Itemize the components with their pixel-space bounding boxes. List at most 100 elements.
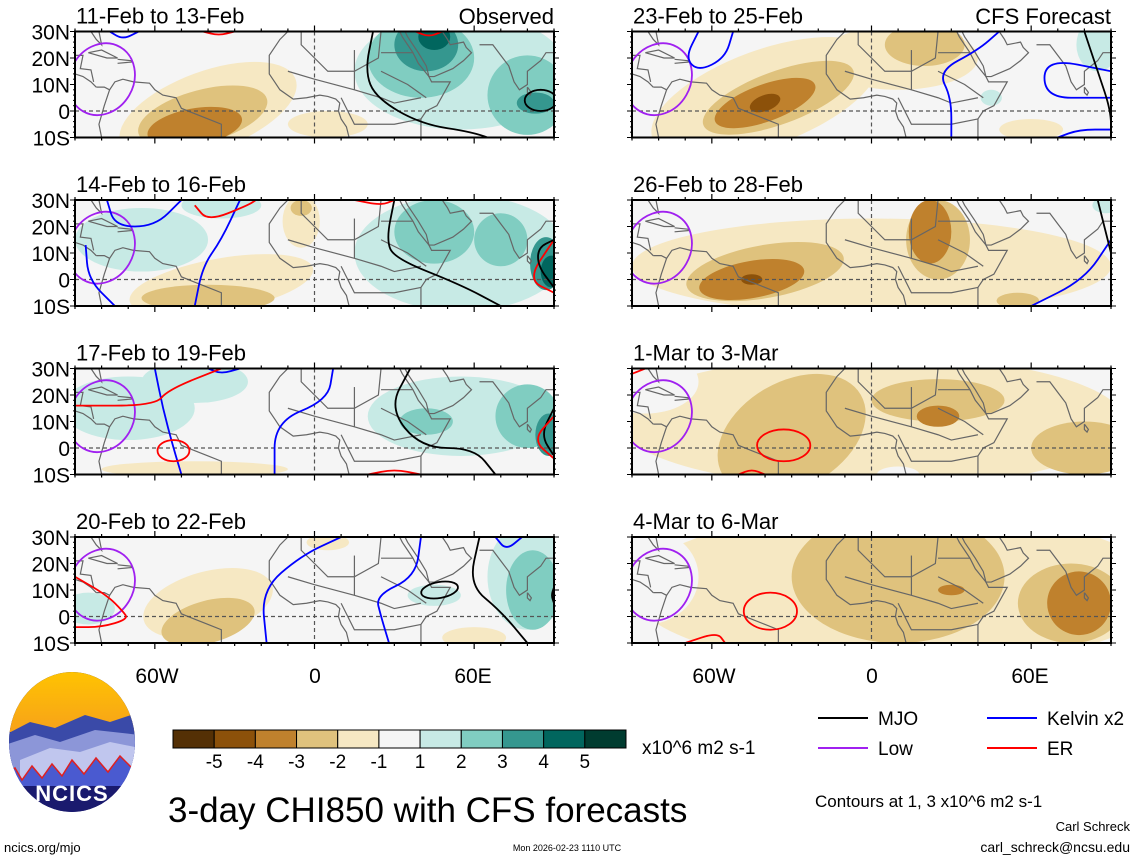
lat-label: 0 bbox=[58, 101, 70, 124]
coastline bbox=[526, 86, 533, 97]
colorbar-tick-label: -2 bbox=[329, 752, 346, 773]
kelvin-contour bbox=[262, 537, 342, 643]
coastline bbox=[300, 368, 382, 409]
coastline bbox=[956, 368, 1009, 475]
coastline bbox=[961, 368, 1030, 415]
anomaly-shading bbox=[999, 118, 1064, 138]
low-contour bbox=[75, 379, 136, 453]
coastline bbox=[88, 49, 118, 59]
lon-axis-labels-left: 60W 0 60E bbox=[135, 665, 491, 688]
coastline bbox=[632, 368, 660, 384]
anomaly-shading bbox=[407, 584, 461, 606]
coastline bbox=[897, 97, 979, 125]
coastline bbox=[340, 265, 422, 294]
coastline bbox=[287, 407, 422, 441]
panel-title: 14-Feb to 16-Feb bbox=[76, 172, 246, 197]
colorbar-tick-label: 3 bbox=[497, 752, 508, 773]
coastline bbox=[268, 200, 350, 306]
legend-label: Kelvin x2 bbox=[1047, 709, 1124, 730]
coastline bbox=[653, 247, 779, 306]
author: Carl Schreck bbox=[1056, 819, 1131, 834]
coastline bbox=[937, 70, 984, 99]
coastline bbox=[75, 73, 97, 88]
kelvin-contour bbox=[377, 537, 422, 643]
coastline bbox=[479, 381, 554, 428]
lon-label: 60W bbox=[692, 665, 735, 688]
mjo-contour bbox=[543, 407, 554, 457]
anomaly-shading bbox=[871, 379, 1005, 422]
anomaly-shading bbox=[399, 408, 453, 435]
lat-label: 30N bbox=[31, 22, 70, 45]
lat-label: 10S bbox=[33, 128, 70, 151]
timestamp: Mon 2026-02-23 1110 UTC bbox=[513, 843, 622, 853]
coastline bbox=[825, 368, 907, 475]
legend-label: Low bbox=[878, 739, 913, 760]
legend-label: ER bbox=[1047, 739, 1073, 760]
er-contour bbox=[202, 31, 235, 36]
map-panel: 11-Feb to 13-Feb 30N 20N 10N 0 10S bbox=[31, 4, 559, 151]
coastline bbox=[632, 410, 654, 425]
ncics-logo: NCICS bbox=[9, 672, 135, 812]
colorbar-swatch bbox=[213, 729, 256, 749]
coastline bbox=[96, 247, 222, 306]
lat-label: 20N bbox=[31, 217, 70, 240]
anomaly-shading bbox=[717, 373, 866, 475]
anomaly-shading bbox=[487, 55, 554, 135]
colorbar-tick-label: -5 bbox=[206, 752, 223, 773]
mjo-contour bbox=[420, 580, 459, 600]
panel-title: 4-Mar to 6-Mar bbox=[633, 509, 778, 534]
coastline bbox=[961, 31, 1030, 78]
colorbar-tick-label: 2 bbox=[456, 752, 467, 773]
coastline bbox=[1083, 86, 1090, 97]
mjo-contour bbox=[387, 200, 502, 306]
coastline bbox=[1036, 44, 1111, 91]
kelvin-contour bbox=[687, 31, 734, 69]
coastline bbox=[897, 434, 979, 462]
mjo-contour bbox=[523, 88, 554, 112]
coastline bbox=[632, 537, 660, 553]
site-link[interactable]: ncics.org/mjo bbox=[4, 840, 81, 855]
coastline bbox=[857, 537, 939, 578]
coastline bbox=[380, 576, 427, 604]
lat-label: 30N bbox=[31, 190, 70, 213]
map-panel: 1-Mar to 3-Mar bbox=[627, 341, 1116, 481]
coastline bbox=[961, 200, 1030, 246]
kelvin-contour bbox=[153, 368, 183, 475]
anomaly-shading bbox=[1047, 571, 1111, 636]
anomaly-shading bbox=[938, 584, 965, 596]
coastline bbox=[287, 70, 422, 104]
coastline bbox=[399, 200, 452, 306]
lat-label: 20N bbox=[31, 48, 70, 71]
coastline bbox=[75, 200, 103, 216]
mjo-contour bbox=[394, 368, 497, 475]
anomaly-shading bbox=[1031, 421, 1111, 475]
coastline bbox=[340, 434, 422, 462]
coastline bbox=[526, 423, 533, 434]
lat-label: 30N bbox=[31, 359, 70, 382]
coastline bbox=[75, 537, 103, 553]
coastline bbox=[844, 576, 979, 610]
lon-label: 0 bbox=[866, 665, 878, 688]
colorbar-tick-label: 1 bbox=[415, 752, 426, 773]
author-email[interactable]: carl_schreck@ncsu.edu bbox=[980, 839, 1130, 855]
low-contour bbox=[632, 210, 693, 285]
anomaly-shading bbox=[884, 31, 965, 66]
coastline bbox=[75, 31, 103, 47]
coastline bbox=[300, 537, 382, 578]
coastline bbox=[1083, 592, 1090, 602]
coastline bbox=[479, 212, 554, 260]
er-contour bbox=[742, 591, 798, 631]
coastline bbox=[404, 368, 473, 415]
coastline bbox=[526, 255, 533, 265]
anomaly-shading bbox=[474, 213, 528, 267]
er-contour bbox=[533, 239, 554, 294]
coastline bbox=[399, 31, 452, 138]
mjo-contour bbox=[1096, 200, 1111, 254]
colorbar-swatch bbox=[254, 729, 298, 749]
coastline bbox=[632, 31, 660, 47]
coastline bbox=[632, 241, 654, 257]
coastline bbox=[961, 537, 1030, 583]
coastline bbox=[399, 368, 452, 475]
coastline bbox=[1036, 212, 1111, 260]
anomaly-shading bbox=[876, 466, 920, 475]
